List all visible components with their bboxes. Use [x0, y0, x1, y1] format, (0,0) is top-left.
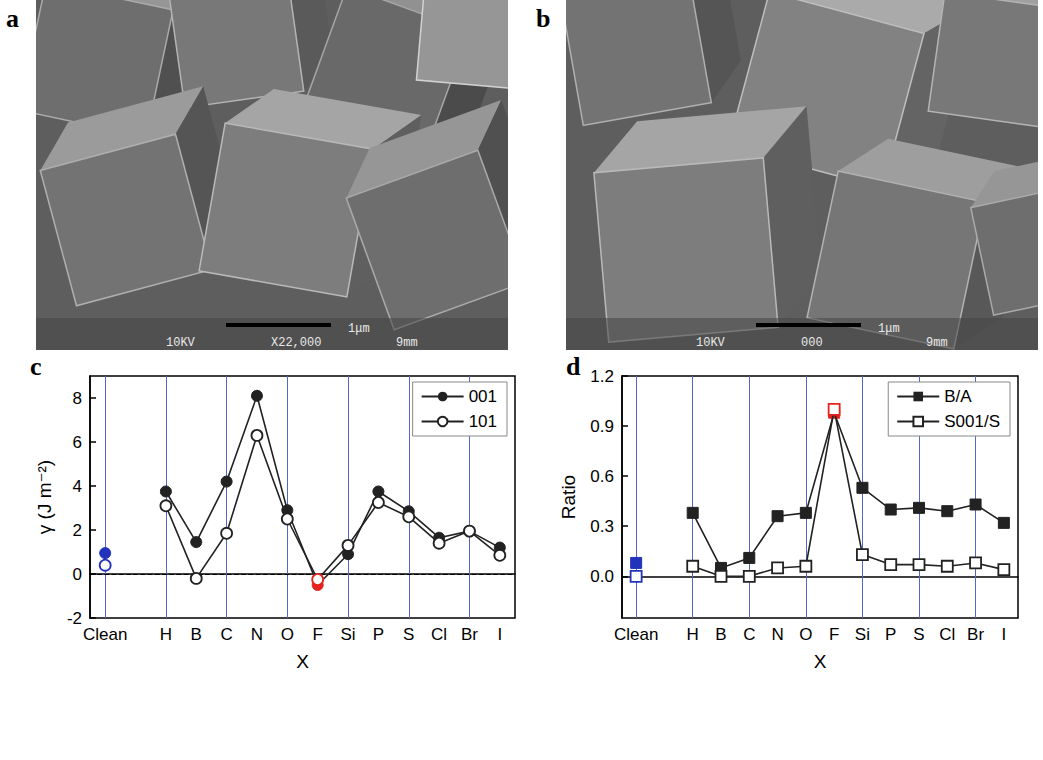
svg-text:Cl: Cl	[939, 625, 955, 644]
svg-text:Br: Br	[461, 625, 478, 644]
svg-text:O: O	[799, 625, 812, 644]
svg-text:P: P	[373, 625, 384, 644]
svg-text:S: S	[913, 625, 924, 644]
svg-text:-2: -2	[67, 609, 82, 628]
svg-text:0.3: 0.3	[590, 517, 614, 536]
svg-text:0: 0	[73, 565, 82, 584]
svg-text:γ (J m⁻²): γ (J m⁻²)	[34, 460, 55, 534]
svg-text:Cl: Cl	[431, 625, 447, 644]
html-text:a: a	[6, 4, 19, 33]
svg-text:Si: Si	[855, 625, 870, 644]
svg-text:1.2: 1.2	[590, 367, 614, 386]
svg-text:I: I	[1001, 625, 1006, 644]
svg-text:4: 4	[73, 477, 82, 496]
svg-text:Ratio: Ratio	[558, 475, 579, 519]
svg-text:101: 101	[469, 412, 497, 431]
svg-text:0.9: 0.9	[590, 417, 614, 436]
svg-text:B: B	[715, 625, 726, 644]
svg-text:H: H	[160, 625, 172, 644]
svg-text:S001/S: S001/S	[944, 412, 1000, 431]
svg-text:O: O	[281, 625, 294, 644]
svg-text:1μm: 1μm	[878, 322, 900, 336]
svg-text:F: F	[312, 625, 322, 644]
svg-text:10KV: 10KV	[696, 336, 726, 350]
svg-text:N: N	[251, 625, 263, 644]
svg-text:1μm: 1μm	[348, 322, 370, 336]
svg-text:Clean: Clean	[614, 625, 658, 644]
svg-text:Clean: Clean	[83, 625, 127, 644]
svg-text:S: S	[403, 625, 414, 644]
svg-text:8: 8	[73, 389, 82, 408]
html-text:c: c	[30, 352, 42, 381]
svg-text:2: 2	[73, 521, 82, 540]
svg-text:I: I	[497, 625, 502, 644]
svg-text:6: 6	[73, 433, 82, 452]
svg-text:X: X	[814, 651, 827, 672]
svg-text:10KV: 10KV	[166, 336, 196, 350]
html-text:b: b	[536, 4, 551, 33]
svg-text:Br: Br	[967, 625, 984, 644]
svg-text:H: H	[687, 625, 699, 644]
svg-text:0.0: 0.0	[590, 567, 614, 586]
svg-text:C: C	[220, 625, 232, 644]
svg-text:Si: Si	[340, 625, 355, 644]
svg-text:B: B	[191, 625, 202, 644]
svg-text:001: 001	[469, 387, 497, 406]
svg-text:B/A: B/A	[944, 387, 972, 406]
svg-text:C: C	[743, 625, 755, 644]
svg-text:9mm: 9mm	[926, 336, 948, 350]
svg-text:X22,000: X22,000	[271, 336, 321, 350]
svg-text:F: F	[829, 625, 839, 644]
svg-text:N: N	[771, 625, 783, 644]
svg-text:P: P	[885, 625, 896, 644]
svg-text:0.6: 0.6	[590, 467, 614, 486]
svg-text:9mm: 9mm	[396, 336, 418, 350]
svg-text:X: X	[296, 651, 309, 672]
svg-text:000: 000	[801, 336, 823, 350]
html-text:d: d	[566, 352, 581, 381]
